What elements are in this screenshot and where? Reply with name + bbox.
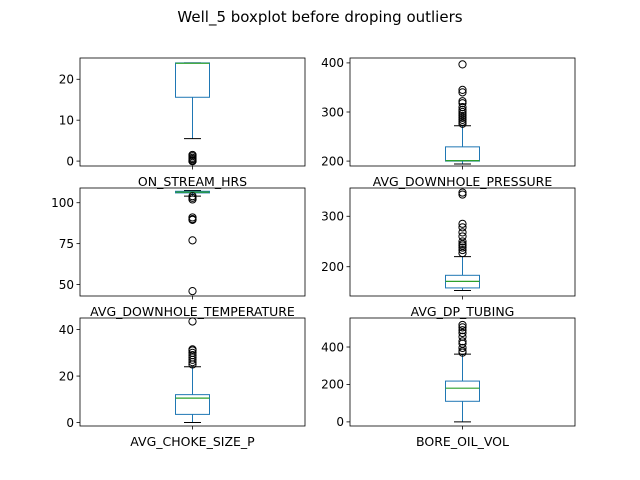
- outlier-point: [458, 119, 467, 128]
- outlier-point: [458, 223, 467, 232]
- outlier-point: [458, 88, 467, 97]
- outlier-point: [458, 219, 467, 228]
- outlier-point: [458, 237, 467, 246]
- outlier-point: [188, 150, 197, 160]
- outlier-point: [458, 328, 467, 338]
- x-tick-label: AVG_DOWNHOLE_PRESSURE: [373, 174, 553, 189]
- outlier-point: [458, 232, 467, 241]
- outlier-point: [188, 192, 197, 201]
- outlier-point: [458, 190, 467, 199]
- y-tick-label: 40: [59, 323, 74, 337]
- outlier-point: [458, 115, 467, 124]
- y-tick-label: 100: [51, 196, 74, 210]
- outlier-point: [458, 188, 467, 197]
- outlier-point: [458, 320, 467, 330]
- axes-frame: [79, 187, 306, 297]
- outlier-point: [458, 228, 467, 237]
- outlier-point: [188, 215, 197, 225]
- subplot-on-stream-hrs: 0 10 20 ON_STREAM_HRS: [59, 57, 306, 189]
- y-tick-label: 75: [59, 237, 74, 251]
- outlier-point: [188, 345, 197, 354]
- y-tick-label: 10: [59, 113, 74, 127]
- outlier-point: [188, 317, 197, 326]
- subplot-avg-choke-size-p: 0 20 40 AVG_CHOKE_SIZE_P: [59, 317, 306, 449]
- outlier-point: [188, 236, 197, 245]
- outlier-point: [458, 60, 467, 69]
- y-tick-label: 200: [321, 154, 344, 168]
- outlier-point: [458, 323, 467, 332]
- outlier-point: [458, 113, 467, 122]
- outlier-point: [458, 326, 467, 335]
- x-tick-label: BORE_OIL_VOL: [416, 434, 509, 449]
- outlier-point: [188, 348, 197, 357]
- y-tick-label: 0: [66, 416, 74, 430]
- y-tick-label: 50: [59, 278, 74, 292]
- x-tick-label: AVG_DP_TUBING: [411, 304, 515, 319]
- y-tick-label: 0: [66, 154, 74, 168]
- subplot-avg-dp-tubing: 200 300 AVG_DP_TUBING: [321, 187, 576, 319]
- y-tick-label: 400: [321, 340, 344, 354]
- outlier-point: [458, 85, 467, 95]
- outlier-point: [458, 245, 467, 255]
- outlier-point: [458, 99, 467, 108]
- y-tick-label: 0: [336, 415, 344, 429]
- y-tick-label: 300: [321, 105, 344, 119]
- x-tick-label: AVG_CHOKE_SIZE_P: [130, 434, 255, 449]
- box: [445, 146, 480, 162]
- subplot-avg-downhole-temperature: 50 75 100 AVG_DOWNHOLE_TEMPERATURE: [51, 187, 306, 319]
- y-tick-label: 20: [59, 369, 74, 383]
- y-tick-label: 20: [59, 73, 74, 87]
- outlier-point: [458, 337, 467, 346]
- x-tick-label: ON_STREAM_HRS: [138, 174, 247, 189]
- outlier-point: [458, 102, 467, 112]
- y-tick-label: 300: [321, 210, 344, 224]
- y-tick-label: 200: [321, 260, 344, 274]
- box: [445, 380, 480, 402]
- box: [175, 62, 210, 98]
- subplot-avg-downhole-pressure: 200 300 400 AVG_DOWNHOLE_PRESSURE: [321, 56, 576, 189]
- subplot-bore-oil-vol: 0 200 400 BORE_OIL_VOL: [321, 317, 576, 449]
- outlier-point: [458, 332, 467, 341]
- outlier-point: [458, 97, 467, 106]
- outlier-point: [188, 286, 197, 296]
- outlier-point: [458, 107, 467, 117]
- x-tick-label: AVG_DOWNHOLE_TEMPERATURE: [90, 304, 295, 319]
- outlier-point: [188, 351, 197, 360]
- y-tick-label: 400: [321, 56, 344, 70]
- subplots-grid: 01020ON_STREAM_HRS200300400AVG_DOWNHOLE_…: [51, 56, 576, 449]
- chart-title: Well_5 boxplot before droping outliers: [177, 8, 462, 27]
- y-tick-label: 200: [321, 378, 344, 392]
- box: [175, 394, 210, 415]
- outlier-point: [458, 111, 467, 121]
- outlier-point: [458, 243, 467, 252]
- outlier-point: [458, 343, 467, 353]
- outlier-point: [458, 117, 467, 126]
